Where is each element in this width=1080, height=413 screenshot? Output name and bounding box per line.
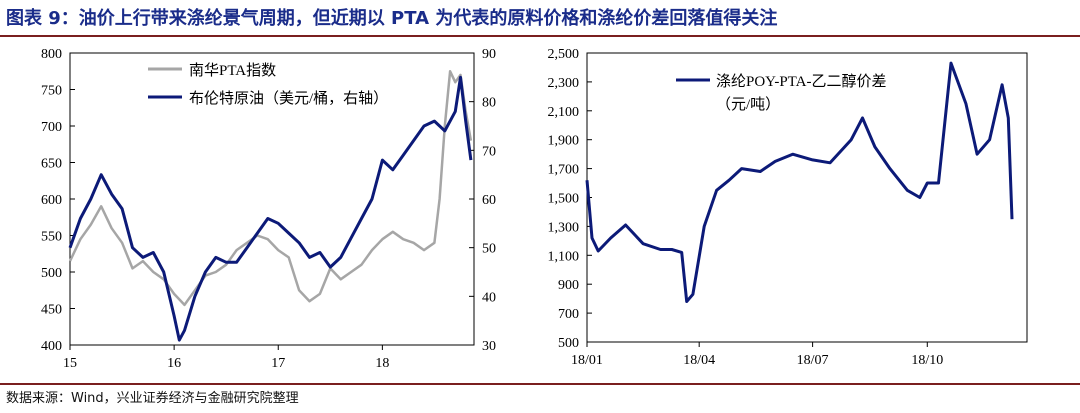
- series-line-pta-index: [68, 70, 473, 307]
- x-tick-label: 18/10: [911, 353, 943, 368]
- y-left-tick-label: 500: [41, 266, 62, 281]
- footer-rule: [0, 383, 1080, 385]
- chart-left: 400 450 500 550 600 650 700 750 800 30 40 50 60 70 80…: [41, 47, 496, 371]
- legend-label-pta: 南华PTA指数: [189, 62, 276, 79]
- figure-title: 图表 9：油价上行带来涤纶景气周期，但近期以 PTA 为代表的原料价格和涤纶价差…: [6, 8, 778, 29]
- x-tick-label: 18: [375, 356, 389, 371]
- x-tick-label: 17: [271, 356, 285, 371]
- y-right-tick-label: 60: [482, 193, 496, 208]
- x-tick-label: 18/01: [571, 353, 603, 368]
- y-tick-label: 1,700: [548, 163, 580, 178]
- y-tick-label: 1,900: [548, 134, 580, 149]
- x-tick-label: 18/07: [797, 353, 829, 368]
- x-tick-label: 16: [167, 356, 181, 371]
- y-left-tick-label: 550: [41, 230, 62, 245]
- y-left-tick-label: 650: [41, 157, 62, 172]
- y-tick-label: 900: [558, 278, 579, 293]
- y-right-tick-label: 80: [482, 96, 496, 111]
- y-right-tick-label: 50: [482, 242, 496, 257]
- x-tick-label: 18/04: [683, 353, 715, 368]
- y-right-tick-label: 70: [482, 144, 496, 159]
- title-rule: [0, 35, 1080, 37]
- y-tick-label: 2,300: [548, 76, 580, 91]
- y-tick-label: 700: [558, 307, 579, 322]
- y-left-tick-label: 750: [41, 84, 62, 99]
- legend-label-brent: 布伦特原油（美元/桶，右轴）: [189, 90, 388, 107]
- y-tick-label: 500: [558, 336, 579, 351]
- plot-frame-right: [586, 52, 1028, 343]
- y-left-tick-label: 400: [41, 339, 62, 354]
- series-line-brent-oil: [68, 75, 473, 342]
- y-tick-label: 1,500: [548, 192, 580, 207]
- y-right-tick-label: 40: [482, 290, 496, 305]
- x-tick-label: 15: [63, 356, 77, 371]
- series-line-poy-spread: [585, 61, 1014, 303]
- y-right-tick-label: 90: [482, 47, 496, 62]
- y-tick-label: 2,500: [548, 47, 580, 62]
- legend-unit-spread: （元/吨）: [716, 96, 780, 113]
- source-note: 数据来源：Wind，兴业证券经济与金融研究院整理: [6, 391, 299, 406]
- legend-label-spread: 涤纶POY-PTA-乙二醇价差: [716, 73, 886, 90]
- y-left-tick-label: 700: [41, 120, 62, 135]
- chart-right: 500 700 900 1,100 1,300 1,500 1,700 1,900 2,100 2…: [548, 47, 1028, 368]
- y-tick-label: 2,100: [548, 105, 580, 120]
- y-right-tick-label: 30: [482, 339, 496, 354]
- y-left-tick-label: 800: [41, 47, 62, 62]
- y-left-tick-label: 450: [41, 303, 62, 318]
- y-tick-label: 1,100: [548, 249, 580, 264]
- y-left-tick-label: 600: [41, 193, 62, 208]
- y-tick-label: 1,300: [548, 220, 580, 235]
